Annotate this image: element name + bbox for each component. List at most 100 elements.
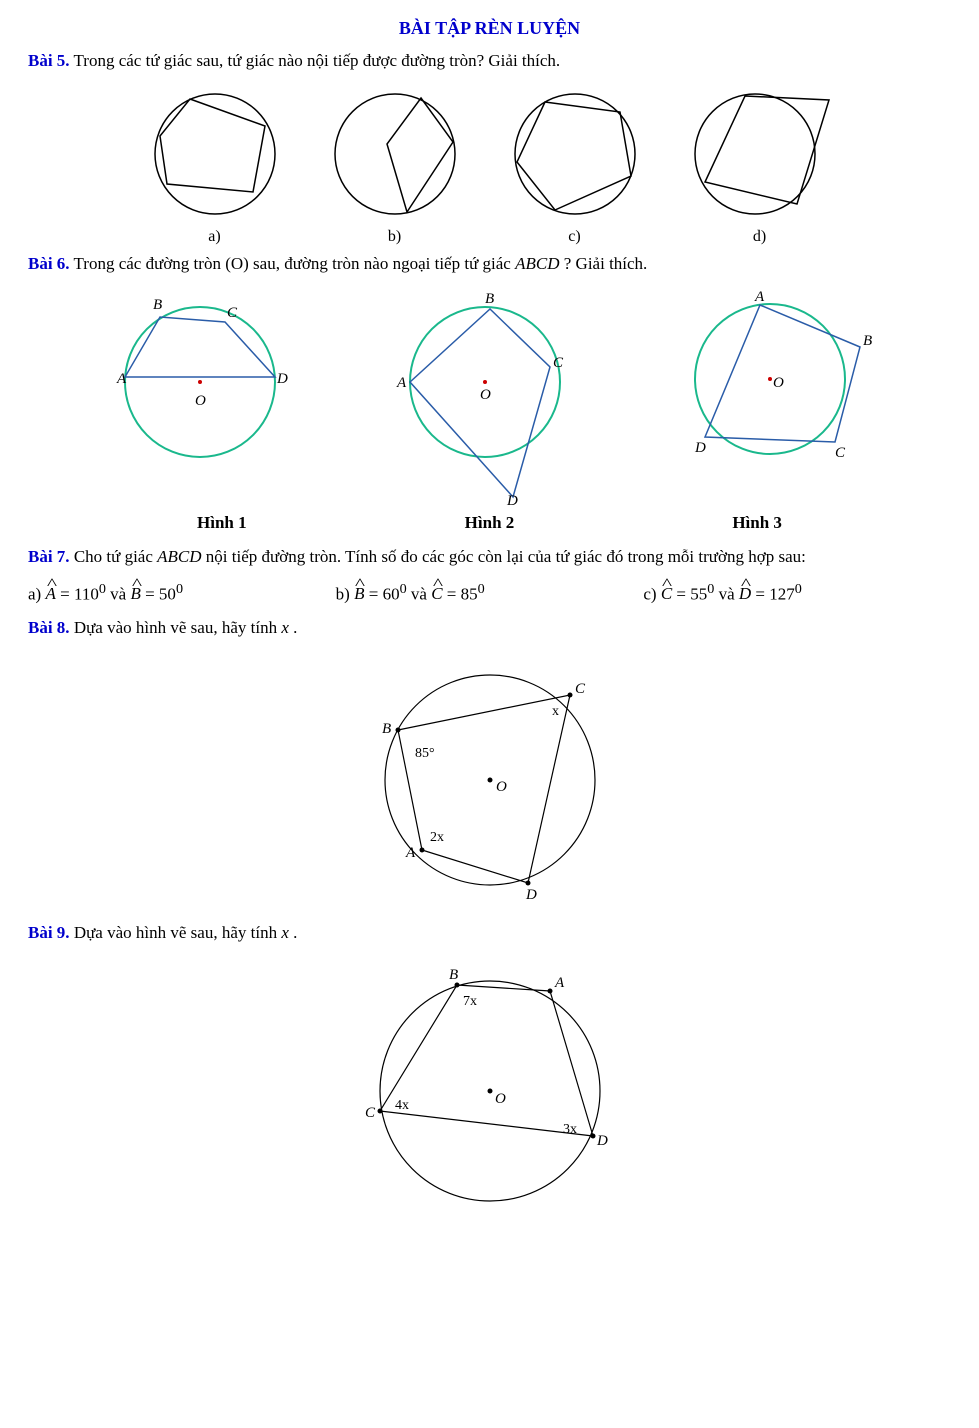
page-title: BÀI TẬP RÈN LUYỆN <box>28 18 951 39</box>
bai6-paren: (O) <box>225 254 249 273</box>
b7c-D: D <box>739 584 751 604</box>
bai8-text: Dựa vào hình vẽ sau, hãy tính <box>74 618 282 637</box>
bai8-figure: B C D A O 85° x 2x <box>28 655 951 905</box>
bai9-figure: B A D C O 7x 4x 3x <box>28 961 951 1221</box>
bai5-fig-c: c) <box>505 84 645 246</box>
lbl-A: A <box>116 371 127 387</box>
bai9-dot: . <box>289 923 298 942</box>
bai5-svg-c <box>505 84 645 224</box>
b7b-Cv: = 85 <box>443 584 478 603</box>
bai7-opt-b: b) B = 600 và C = 850 <box>336 581 644 605</box>
b7c-Cv: = 55 <box>672 584 707 603</box>
bai6-fig3: A B C D O <box>675 287 875 507</box>
b7a-pre: a) <box>28 584 45 603</box>
lbl-O3: O <box>773 375 784 391</box>
bai6-cap2: Hình 2 <box>465 513 515 533</box>
b8-O: O <box>496 779 507 795</box>
lbl-A3: A <box>754 289 765 305</box>
bai6-fig2: A B C D O <box>385 287 585 507</box>
bai9-label: Bài 9. <box>28 923 70 942</box>
bai6-label: Bài 6. <box>28 254 70 273</box>
bai5-cap-c: c) <box>505 228 645 246</box>
bai5-svg-d <box>685 84 835 224</box>
b9-D: D <box>596 1133 608 1149</box>
b8-A: A <box>405 845 416 861</box>
lbl-B3: B <box>863 333 872 349</box>
b7a-d1: 0 <box>99 581 106 597</box>
lbl-D3: D <box>694 440 706 456</box>
bai5-text: Trong các tứ giác sau, tứ giác nào nội t… <box>74 51 561 70</box>
b7b-d2: 0 <box>478 581 485 597</box>
lbl-B: B <box>153 297 162 313</box>
b9-4x: 4x <box>395 1098 409 1113</box>
bai8-x: x <box>281 618 289 637</box>
lbl-D: D <box>276 371 288 387</box>
b8-C: C <box>575 681 586 697</box>
bai9-x: x <box>281 923 289 942</box>
bai6-svg2: A B C D O <box>385 287 585 507</box>
bai9-text: Dựa vào hình vẽ sau, hãy tính <box>74 923 282 942</box>
b7c-and: và <box>714 584 739 603</box>
bai7-label: Bài 7. <box>28 547 70 566</box>
bai7-t1: Cho tứ giác <box>74 547 157 566</box>
bai7-line: Bài 7. Cho tứ giác ABCD nội tiếp đường t… <box>28 543 951 570</box>
bai5-svg-a <box>145 84 285 224</box>
b9-3x: 3x <box>563 1122 577 1137</box>
b7c-Dv: = 127 <box>751 584 795 603</box>
b9-O: O <box>495 1091 506 1107</box>
lbl-B2: B <box>485 291 494 307</box>
bai5-cap-b: b) <box>325 228 465 246</box>
bai5-svg-b <box>325 84 465 224</box>
bai6-text-end: ? Giải thích. <box>564 254 648 273</box>
bai5-cap-a: a) <box>145 228 285 246</box>
lbl-C3: C <box>835 445 846 461</box>
lbl-O: O <box>195 393 206 409</box>
b8-B: B <box>382 721 391 737</box>
b7a-d2: 0 <box>176 581 183 597</box>
bai8-dot: . <box>289 618 298 637</box>
b7b-pre: b) <box>336 584 354 603</box>
bai9-svg: B A D C O 7x 4x 3x <box>345 961 635 1221</box>
b7a-Av: = 110 <box>56 584 99 603</box>
lbl-D2: D <box>506 493 518 507</box>
b7a-A: A <box>45 584 55 604</box>
bai6-fig1: A B C D O <box>105 287 295 507</box>
b9-C: C <box>365 1105 376 1121</box>
bai6-text-after: sau, đường tròn nào ngoại tiếp tứ giác <box>253 254 515 273</box>
bai5-line: Bài 5. Trong các tứ giác sau, tứ giác nà… <box>28 47 951 74</box>
bai6-text-before: Trong các đường tròn <box>74 254 226 273</box>
b9-B: B <box>449 967 458 983</box>
b8-85: 85° <box>415 746 435 761</box>
bai5-cap-d: d) <box>685 228 835 246</box>
bai5-label: Bài 5. <box>28 51 70 70</box>
b7b-Bv: = 60 <box>364 584 399 603</box>
bai8-line: Bài 8. Dựa vào hình vẽ sau, hãy tính x . <box>28 614 951 641</box>
b8-D: D <box>525 887 537 903</box>
bai6-cap1: Hình 1 <box>197 513 247 533</box>
bai5-figures-row: a) b) c) d) <box>28 84 951 246</box>
b7b-C: C <box>431 584 442 604</box>
lbl-A2: A <box>396 375 407 391</box>
b7a-and: và <box>106 584 131 603</box>
bai7-opt-c: c) C = 550 và D = 1270 <box>643 581 951 605</box>
bai6-figures-row: A B C D O A B C D O A B C D O <box>28 287 951 507</box>
bai7-opt-a: a) A = 1100 và B = 500 <box>28 581 336 605</box>
bai8-svg: B C D A O 85° x 2x <box>350 655 630 905</box>
bai6-abcd: ABCD <box>515 254 559 273</box>
bai6-svg3: A B C D O <box>675 287 875 467</box>
bai6-captions: Hình 1 Hình 2 Hình 3 <box>88 513 891 533</box>
b9-7x: 7x <box>463 994 477 1009</box>
b9-A: A <box>554 975 565 991</box>
b7c-C: C <box>661 584 672 604</box>
bai6-line: Bài 6. Trong các đường tròn (O) sau, đườ… <box>28 250 951 277</box>
b7a-Bv: = 50 <box>141 584 176 603</box>
b7b-B: B <box>354 584 364 604</box>
bai9-line: Bài 9. Dựa vào hình vẽ sau, hãy tính x . <box>28 919 951 946</box>
b8-x: x <box>552 704 559 719</box>
bai5-fig-b: b) <box>325 84 465 246</box>
b7b-d1: 0 <box>400 581 407 597</box>
bai6-svg1: A B C D O <box>105 287 295 467</box>
b7c-d2: 0 <box>795 581 802 597</box>
bai7-abcd: ABCD <box>157 547 201 566</box>
bai7-options: a) A = 1100 và B = 500 b) B = 600 và C =… <box>28 581 951 605</box>
